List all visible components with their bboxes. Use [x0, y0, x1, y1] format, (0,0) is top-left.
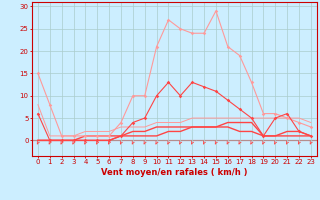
X-axis label: Vent moyen/en rafales ( km/h ): Vent moyen/en rafales ( km/h )	[101, 168, 248, 177]
